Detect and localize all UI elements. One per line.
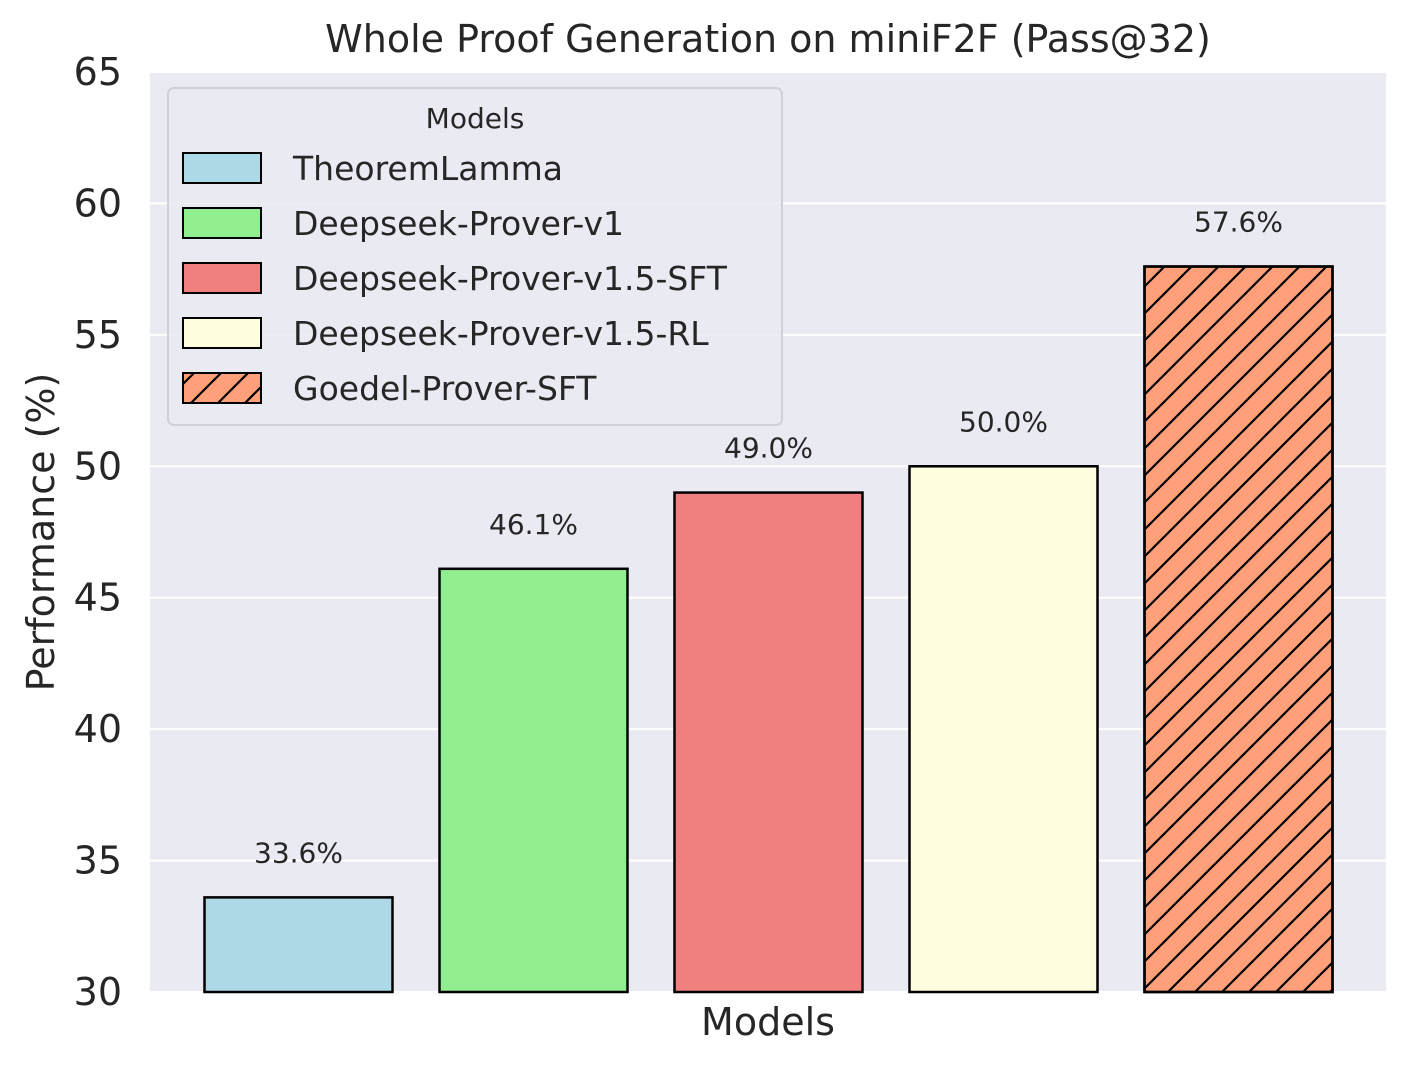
y-tick-label: 60 (74, 181, 122, 225)
data-label: 57.6% (1194, 206, 1283, 239)
y-tick-label: 65 (74, 50, 122, 94)
y-tick-label: 45 (74, 576, 122, 620)
bar (673, 491, 864, 994)
data-label: 50.0% (959, 405, 1048, 438)
legend-label: Deepseek-Prover-v1 (293, 204, 624, 243)
y-tick-label: 55 (74, 313, 122, 357)
legend-label: Deepseek-Prover-v1.5-RL (293, 314, 709, 353)
bar (203, 896, 394, 994)
chart-title: Whole Proof Generation on miniF2F (Pass@… (325, 17, 1211, 61)
x-axis-title: Models (701, 1000, 835, 1044)
legend-box (167, 87, 783, 426)
legend-swatch (182, 317, 262, 349)
legend-swatch-hatch (182, 372, 262, 404)
data-label: 33.6% (254, 836, 343, 869)
data-label: 46.1% (489, 508, 578, 541)
legend-title: Models (426, 102, 525, 135)
bars: 33.6% 46.1% 49.0% 50.0% 57.6% (203, 206, 1334, 994)
y-tick-label: 30 (74, 970, 122, 1014)
legend-label: Deepseek-Prover-v1.5-SFT (293, 259, 728, 298)
bar-hatch (1143, 265, 1334, 994)
data-label: 49.0% (724, 432, 813, 465)
legend-label: Goedel-Prover-SFT (293, 369, 597, 408)
legend-swatch (182, 152, 262, 184)
legend-label: TheoremLamma (292, 149, 563, 188)
y-axis-ticks: 30 35 40 45 50 55 60 65 (74, 50, 122, 1014)
y-tick-label: 40 (74, 707, 122, 751)
legend-swatch (182, 262, 262, 294)
y-tick-label: 50 (74, 444, 122, 488)
legend-swatch (182, 207, 262, 239)
bar (438, 567, 629, 994)
bar (908, 465, 1099, 994)
y-tick-label: 35 (74, 839, 122, 883)
y-axis-title: Performance (%) (19, 373, 63, 692)
legend: Models TheoremLamma Deepseek-Prover-v1 Deep… (167, 87, 783, 426)
